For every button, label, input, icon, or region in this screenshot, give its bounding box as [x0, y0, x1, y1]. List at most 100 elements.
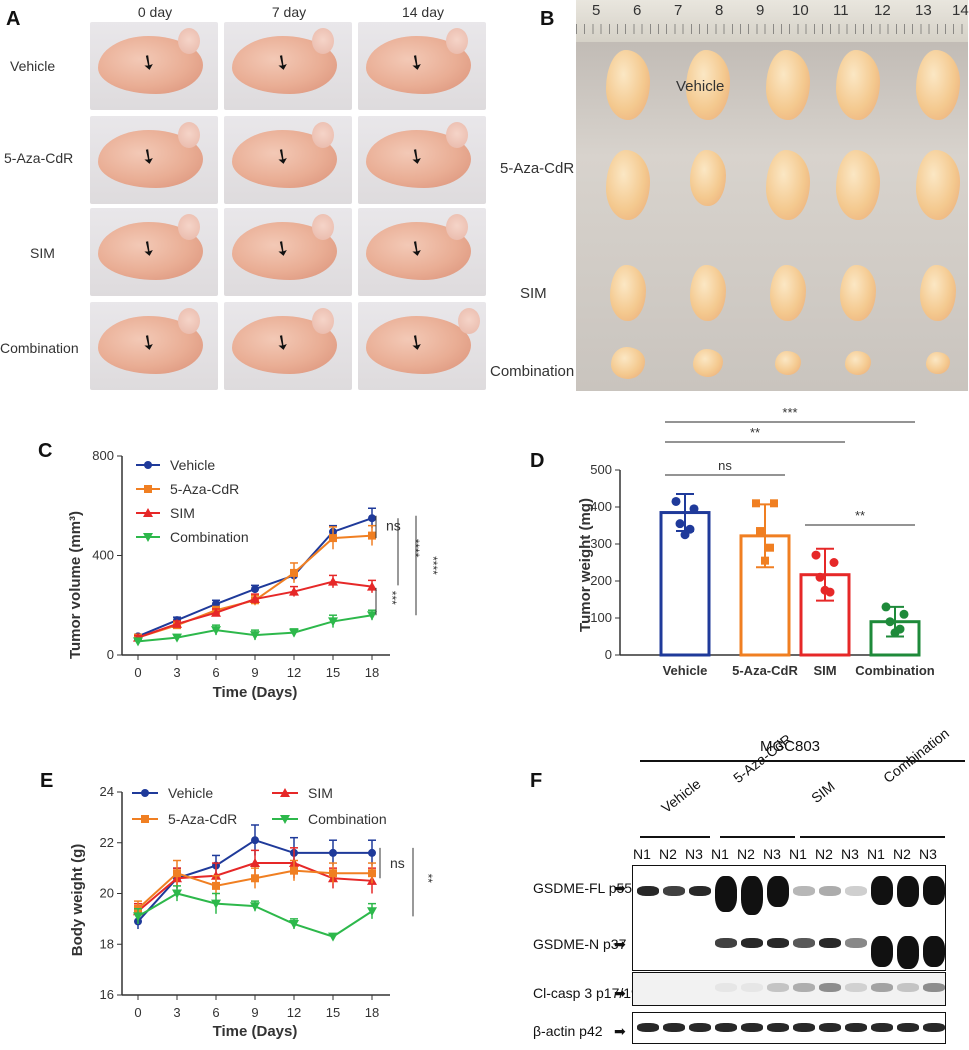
x-tick-label: 0 [134, 1005, 141, 1020]
marker-triangle-down [172, 889, 182, 899]
marker-square [329, 869, 337, 878]
y-tick-label: 300 [590, 536, 612, 551]
sig-label: ns [390, 855, 405, 871]
y-tick-label: 0 [605, 647, 612, 662]
marker-triangle [367, 581, 377, 591]
ruler-num: 9 [756, 2, 765, 19]
marker-triangle-down [328, 932, 338, 942]
data-point [756, 527, 764, 536]
row-label-aza: 5-Aza-CdR [4, 150, 74, 166]
panel-f-letter: F [530, 770, 543, 792]
x-tick-label: 6 [212, 665, 219, 680]
sig-label: **** [408, 539, 422, 558]
band-clcasp3 [897, 983, 919, 992]
tumor [926, 351, 950, 375]
y-tick-label: 18 [100, 936, 114, 951]
marker-triangle-down [172, 633, 182, 643]
tumor [611, 347, 645, 379]
data-point [770, 499, 778, 508]
band-actin [819, 1023, 841, 1032]
band-gsdme-n [741, 938, 763, 948]
lane-label: N2 [737, 846, 755, 862]
tumor [606, 50, 650, 120]
mouse-ear [446, 28, 468, 54]
ruler-num: 7 [674, 2, 683, 19]
y-tick-label: 16 [100, 987, 114, 1002]
category-label: SIM [813, 663, 836, 678]
y-tick-label: 22 [100, 835, 114, 850]
tumor [770, 265, 806, 321]
band-actin [897, 1023, 919, 1032]
band-clcasp3 [741, 983, 763, 992]
legend-label: 5-Aza-CdR [168, 811, 237, 827]
tumor [916, 50, 960, 120]
lane-label: N3 [841, 846, 859, 862]
band-clcasp3 [715, 983, 737, 992]
ruler-num: 12 [874, 2, 891, 19]
x-tick-label: 12 [287, 665, 301, 680]
arrow-icon: ➡ [614, 936, 626, 952]
sig-label: *** [782, 405, 797, 420]
band-actin [845, 1023, 867, 1032]
mouse-ear [446, 122, 468, 148]
x-tick-label: 18 [365, 1005, 379, 1020]
y-tick-label: 400 [590, 499, 612, 514]
sig-label: ** [750, 425, 760, 440]
marker-circle [329, 848, 337, 857]
group-bar [640, 836, 710, 838]
category-label: 5-Aza-CdR [732, 663, 798, 678]
sig-label: ** [421, 874, 435, 884]
data-point [899, 609, 909, 619]
marker-triangle [289, 586, 299, 596]
tumor [686, 50, 730, 120]
mouse-ear [312, 122, 334, 148]
body-weight-chart: Body weight (g) Time (Days) 16 18 20 22 24 0 3… [69, 784, 435, 1040]
marker-circle [141, 789, 149, 797]
band-actin [663, 1023, 685, 1032]
mouse-body [366, 316, 471, 374]
marker-triangle [328, 576, 338, 586]
y-tick-label: 0 [107, 647, 114, 662]
category-label: Combination [855, 663, 934, 678]
band-actin [715, 1023, 737, 1032]
marker-triangle-down [367, 907, 377, 917]
x-tick-label: 0 [134, 665, 141, 680]
ruler-num: 14 [952, 2, 969, 19]
col-label-7day: 7 day [271, 4, 307, 20]
marker-triangle-down [133, 912, 143, 922]
ruler-num: 5 [592, 2, 601, 19]
band-actin [741, 1023, 763, 1032]
data-point [766, 543, 774, 552]
group-bar [870, 836, 945, 838]
mouse-photo: ➘ [358, 208, 486, 296]
band-clcasp3 [923, 983, 945, 992]
band-gsdme-n [897, 936, 919, 969]
label-gsdme-n: GSDME-N p37 [533, 936, 627, 952]
marker-square [173, 869, 181, 878]
lane-label: N1 [867, 846, 885, 862]
panel-c-letter: C [38, 440, 53, 462]
group-bar [800, 836, 870, 838]
mouse-photo: ➘ [358, 116, 486, 204]
label-clcasp3: Cl-casp 3 p17/19 [533, 985, 639, 1001]
band-actin [637, 1023, 659, 1032]
tumor-tray-photo: 5 6 7 8 9 10 11 12 13 14 Vehicle 5-Aza-C… [490, 0, 969, 391]
tray-label-aza: 5-Aza-CdR [500, 160, 575, 177]
cell-line-bar [640, 760, 965, 762]
tray-label-sim: SIM [520, 285, 547, 302]
lane-label: N3 [685, 846, 703, 862]
marker-circle [144, 461, 152, 469]
mouse-photo: ➘ [224, 22, 352, 110]
legend-label: Combination [308, 811, 387, 827]
marker-square [144, 485, 152, 493]
band-gsdme-fl [845, 886, 867, 896]
data-point [829, 558, 839, 567]
ruler-num: 6 [633, 2, 642, 19]
blot-actin [632, 1012, 946, 1044]
mouse-photo: ➘ [224, 302, 352, 390]
mouse-photo: ➘ [358, 302, 486, 390]
legend-label: Vehicle [170, 457, 215, 473]
marker-circle [368, 848, 376, 857]
marker-square [141, 815, 149, 823]
data-point [689, 504, 699, 514]
